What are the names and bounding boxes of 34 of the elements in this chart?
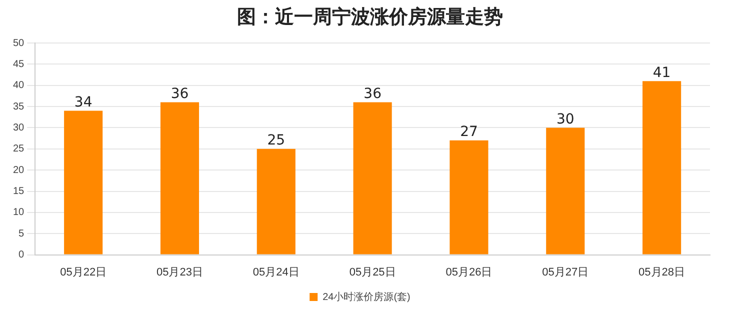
data-label: 36 (364, 86, 382, 102)
x-tick-label: 05月24日 (252, 266, 300, 278)
y-tick-label: 10 (13, 207, 25, 218)
x-tick-label: 05月27日 (542, 266, 589, 278)
bar (353, 102, 392, 254)
bar (642, 81, 682, 254)
chart-title: 图：近一周宁波涨价房源量走势 (236, 5, 504, 30)
y-tick-label: 15 (13, 186, 25, 198)
x-tick-label: 05月26日 (446, 266, 492, 278)
data-label: 27 (460, 124, 478, 140)
y-tick-label: 30 (13, 122, 25, 134)
y-tick-label: 20 (13, 164, 25, 176)
x-tick-label: 05月25日 (349, 266, 396, 278)
bar (546, 128, 585, 254)
bar (450, 140, 488, 254)
bar (160, 102, 200, 254)
y-tick-label: 40 (13, 80, 25, 92)
data-label: 34 (74, 94, 92, 110)
data-label: 36 (170, 86, 189, 102)
x-tick-label: 05月23日 (156, 266, 203, 278)
legend-label: 24小时涨价房源(套) (322, 290, 410, 303)
y-tick-label: 25 (13, 144, 25, 155)
x-tick-label: 05月22日 (60, 266, 107, 278)
bar (64, 110, 103, 254)
y-tick-label: 0 (18, 250, 25, 261)
data-label: 30 (556, 111, 574, 128)
y-tick-label: 45 (13, 58, 25, 70)
data-label: 25 (267, 132, 286, 149)
y-tick-label: 35 (13, 101, 25, 112)
bar (256, 148, 296, 254)
x-tick-label: 05月28日 (638, 266, 686, 278)
y-tick-label: 5 (18, 228, 25, 240)
data-label: 41 (652, 64, 671, 81)
y-tick-label: 50 (13, 38, 25, 49)
